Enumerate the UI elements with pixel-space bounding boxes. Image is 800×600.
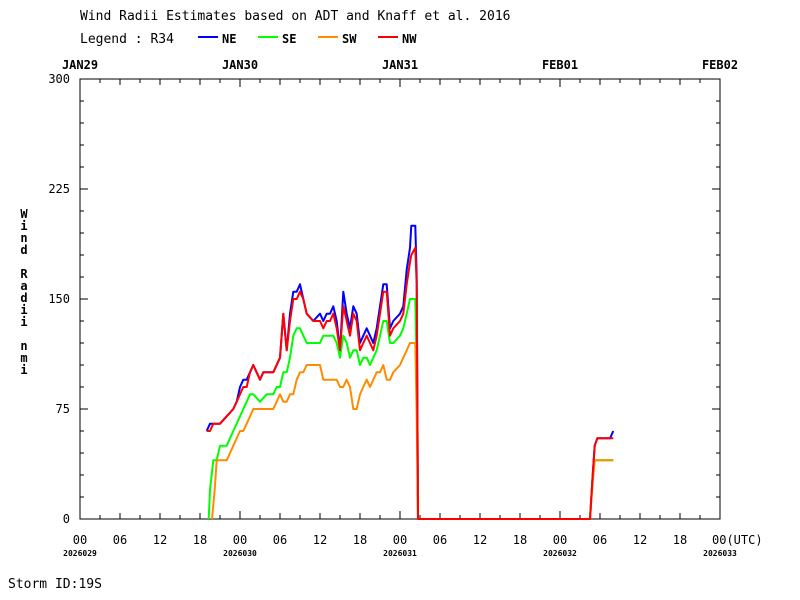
y-tick-label: 150	[48, 292, 70, 306]
y-tick-label: 75	[56, 402, 70, 416]
series-line-sw	[211, 342, 614, 520]
legend: Legend : R34 NE SE SW NW	[80, 32, 417, 47]
x-date-label: 2026029	[63, 549, 97, 558]
x-hour-label: 00	[553, 533, 567, 547]
x-hour-labels: 00 06 12 18 00 06 12 18 00 06 12 18 00 06 12 18 00(UTC)	[73, 533, 763, 547]
x-hour-label: 18	[673, 533, 687, 547]
top-date-label: FEB01	[542, 58, 578, 72]
x-date-label: 2026030	[223, 549, 257, 558]
top-date-label: FEB02	[702, 58, 738, 72]
x-hour-label: 00	[393, 533, 407, 547]
series-line-se	[207, 298, 614, 520]
legend-label-se: SE	[282, 32, 296, 46]
legend-label-ne: NE	[222, 32, 236, 46]
series-line-nw	[206, 246, 614, 520]
top-date-label: JAN31	[382, 58, 418, 72]
x-hour-label: 12	[313, 533, 327, 547]
x-hour-label: 06	[593, 533, 607, 547]
legend-label-nw: NW	[402, 32, 417, 46]
legend-label-sw: SW	[342, 32, 357, 46]
series-lines	[205, 224, 615, 520]
legend-items: NE SE SW NW	[198, 32, 417, 46]
legend-prefix: Legend : R34	[80, 32, 174, 47]
x-date-label: 2026031	[383, 549, 417, 558]
y-tick-label: 225	[48, 182, 70, 196]
x-hour-label: 06	[433, 533, 447, 547]
x-hour-label: 00(UTC)	[712, 533, 763, 547]
y-tick-label: 300	[48, 72, 70, 86]
top-date-label: JAN30	[222, 58, 258, 72]
x-date-label: 2026033	[703, 549, 737, 558]
top-date-label: JAN29	[62, 58, 98, 72]
x-hour-label: 18	[513, 533, 527, 547]
y-tick-labels: 0 75 150 225 300	[48, 72, 70, 526]
top-date-axis: JAN29 JAN30 JAN31 FEB01 FEB02	[62, 58, 738, 72]
x-hour-label: 12	[153, 533, 167, 547]
x-hour-label: 12	[473, 533, 487, 547]
x-hour-label: 12	[633, 533, 647, 547]
x-hour-label: 00	[233, 533, 247, 547]
x-date-label: 2026032	[543, 549, 577, 558]
y-tick-label: 0	[63, 512, 70, 526]
x-date-labels: 2026029 2026030 2026031 2026032 2026033	[63, 549, 737, 558]
storm-id-footer: Storm ID:19S	[8, 577, 102, 592]
x-hour-label: 00	[73, 533, 87, 547]
x-hour-label: 18	[193, 533, 207, 547]
x-hour-label: 06	[273, 533, 287, 547]
chart-title: Wind Radii Estimates based on ADT and Kn…	[80, 9, 510, 24]
x-hour-label: 18	[353, 533, 367, 547]
x-hour-label: 06	[113, 533, 127, 547]
